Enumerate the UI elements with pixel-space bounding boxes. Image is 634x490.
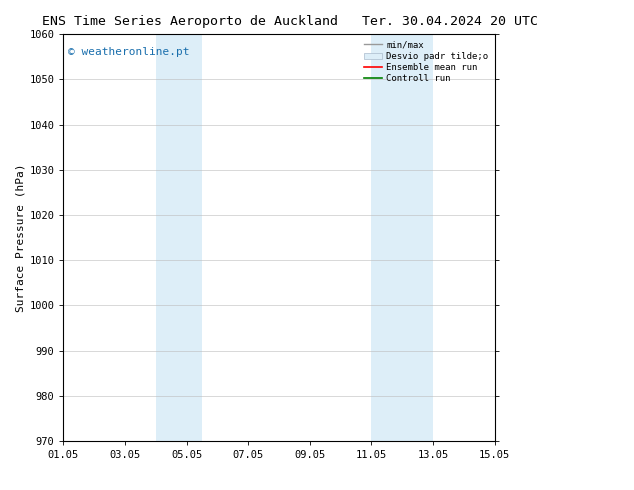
Text: ENS Time Series Aeroporto de Auckland: ENS Time Series Aeroporto de Auckland: [42, 15, 338, 28]
Text: Ter. 30.04.2024 20 UTC: Ter. 30.04.2024 20 UTC: [362, 15, 538, 28]
Y-axis label: Surface Pressure (hPa): Surface Pressure (hPa): [15, 163, 25, 312]
Bar: [156, 34, 202, 441]
Bar: [372, 34, 433, 441]
Text: © weatheronline.pt: © weatheronline.pt: [68, 47, 189, 56]
Legend: min/max, Desvio padr tilde;o, Ensemble mean run, Controll run: min/max, Desvio padr tilde;o, Ensemble m…: [363, 39, 490, 85]
